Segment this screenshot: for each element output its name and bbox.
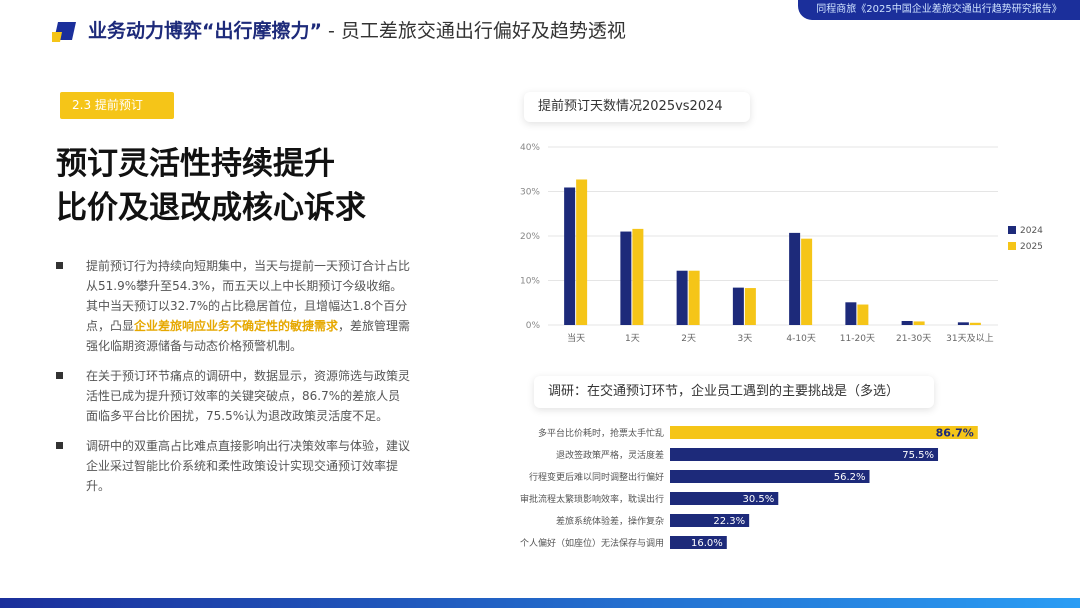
page-title-main: 业务动力博弈“出行摩擦力” (88, 20, 322, 42)
x-tick-label: 1天 (625, 334, 640, 344)
bar-2024 (845, 302, 857, 325)
bar-2024 (789, 232, 801, 325)
y-tick-label: 10% (520, 277, 540, 287)
legend-label: 2025 (1020, 242, 1043, 252)
page-title-sub: - 员工差旅交通出行偏好及趋势透视 (321, 20, 626, 42)
hbar (670, 470, 870, 483)
hbar (670, 426, 978, 439)
data-label: 86.7% (936, 427, 974, 440)
page-title: 业务动力博弈“出行摩擦力” - 员工差旅交通出行偏好及趋势透视 (88, 16, 626, 43)
x-tick-label: 31天及以上 (946, 333, 993, 344)
bar-2025 (969, 322, 981, 325)
section-tag: 2.3 提前预订 (60, 92, 174, 119)
bar-2025 (576, 179, 588, 325)
bar-2024 (901, 320, 913, 325)
data-label: 16.0% (691, 538, 723, 549)
y-tick-label: 30% (520, 188, 540, 198)
bar-2024 (676, 270, 688, 325)
x-tick-label: 21-30天 (896, 334, 931, 344)
report-source-tag: 同程商旅《2025中国企业差旅交通出行趋势研究报告》 (798, 0, 1080, 20)
bullet-highlight: 企业差旅响应业务不确定性的敏捷需求 (134, 319, 339, 333)
booking-challenges-chart: 多平台比价耗时，抢票太手忙乱 86.7% 退改签政策严格，灵活度差 75.5% 行程变更… (520, 426, 978, 549)
y-tick-label: 40% (520, 143, 540, 153)
legend-swatch (1008, 226, 1016, 234)
chart1-title: 提前预订天数情况2025vs2024 (524, 92, 750, 122)
header: 业务动力博弈“出行摩擦力” - 员工差旅交通出行偏好及趋势透视 同程商旅《202… (0, 0, 1080, 60)
data-label: 30.5% (742, 494, 774, 505)
bullet-square-icon (56, 442, 63, 449)
legend-label: 2024 (1020, 226, 1043, 236)
bar-2025 (913, 321, 925, 325)
x-tick-label: 3天 (738, 334, 753, 344)
bullet-item: 调研中的双重高占比难点直接影响出行决策效率与体验，建议企业采过智能比价系统和柔性… (56, 436, 412, 496)
legend-swatch (1008, 242, 1016, 250)
category-label: 行程变更后难以同时调整出行偏好 (529, 471, 664, 483)
bar-2025 (632, 228, 644, 325)
category-label: 差旅系统体验差，操作复杂 (556, 515, 664, 527)
bar-2024 (957, 322, 969, 325)
x-tick-label: 4-10天 (786, 334, 815, 344)
category-label: 个人偏好（如座位）无法保存与调用 (520, 537, 664, 549)
headline-line-2: 比价及退改成核心诉求 (56, 190, 366, 226)
category-label: 审批流程太繁琐影响效率，耽误出行 (520, 493, 664, 505)
headline: 预订灵活性持续提升 比价及退改成核心诉求 (56, 142, 366, 230)
headline-line-1: 预订灵活性持续提升 (56, 146, 335, 182)
bullet-text-tail: ，差旅管理需强化临期资源储备与动态价格预警机制。 (86, 319, 411, 353)
bullet-text: 在关于预订环节痛点的调研中，数据显示，资源筛选与政策灵活性已成为提升预订效率的关… (86, 369, 411, 423)
bar-2024 (732, 287, 744, 325)
footer-bar (0, 598, 1080, 608)
booking-days-chart: 0% 10% 20% 30% 40% 当天 1天 2天 3天 4-10天 11-20天 21-30天 3… (520, 143, 1043, 344)
category-label: 退改签政策严格，灵活度差 (556, 449, 664, 461)
chart2-title: 调研：在交通预订环节，企业员工遇到的主要挑战是（多选） (534, 376, 934, 408)
bar-2025 (744, 288, 756, 325)
bar-2025 (688, 270, 700, 325)
bar-2025 (801, 238, 813, 325)
hbar (670, 514, 750, 527)
bar-2024 (564, 187, 576, 325)
bar-2025 (857, 304, 869, 325)
bullet-text: 提前预订行为持续向短期集中，当天与提前一天预订合计占比从51.9%攀升至54.3… (86, 259, 411, 333)
x-tick-label: 当天 (567, 332, 585, 344)
data-label: 22.3% (713, 516, 745, 527)
x-tick-label: 2天 (681, 334, 696, 344)
y-tick-label: 20% (520, 232, 540, 242)
bar-2024 (620, 231, 632, 325)
bullet-text: 调研中的双重高占比难点直接影响出行决策效率与体验，建议企业采过智能比价系统和柔性… (86, 439, 411, 493)
category-label: 多平台比价耗时，抢票太手忙乱 (538, 427, 664, 439)
bullet-square-icon (56, 262, 63, 269)
hbar (670, 536, 727, 549)
data-label: 75.5% (902, 450, 934, 461)
bullet-list: 提前预订行为持续向短期集中，当天与提前一天预订合计占比从51.9%攀升至54.3… (56, 256, 412, 506)
bullet-item: 提前预订行为持续向短期集中，当天与提前一天预订合计占比从51.9%攀升至54.3… (56, 256, 412, 356)
hbar (670, 448, 939, 461)
logo-icon (52, 22, 76, 42)
hbar (670, 492, 779, 505)
x-tick-label: 11-20天 (840, 334, 875, 344)
y-tick-label: 0% (526, 321, 541, 331)
bullet-item: 在关于预订环节痛点的调研中，数据显示，资源筛选与政策灵活性已成为提升预订效率的关… (56, 366, 412, 426)
data-label: 56.2% (834, 472, 866, 483)
bullet-square-icon (56, 372, 63, 379)
